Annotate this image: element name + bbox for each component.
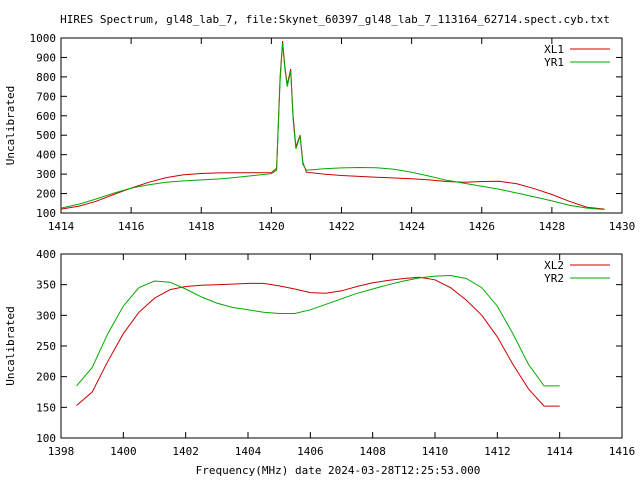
x-tick-label: 1400 bbox=[110, 445, 137, 458]
y-tick-label: 200 bbox=[36, 371, 56, 384]
x-tick-label: 1424 bbox=[398, 220, 425, 233]
y-tick-label: 250 bbox=[36, 340, 56, 353]
y-axis-label: Uncalibrated bbox=[4, 86, 17, 165]
y-tick-label: 350 bbox=[36, 279, 56, 292]
legend-label-xl2: XL2 bbox=[544, 259, 564, 272]
x-tick-label: 1430 bbox=[609, 220, 636, 233]
x-tick-label: 1398 bbox=[48, 445, 75, 458]
x-tick-label: 1426 bbox=[469, 220, 496, 233]
y-axis-label: Uncalibrated bbox=[4, 306, 17, 385]
legend-label-yr2: YR2 bbox=[544, 272, 564, 285]
y-tick-label: 800 bbox=[36, 71, 56, 84]
x-tick-label: 1402 bbox=[172, 445, 199, 458]
legend-label-xl1: XL1 bbox=[544, 43, 564, 56]
y-tick-label: 1000 bbox=[30, 32, 57, 45]
x-tick-label: 1406 bbox=[297, 445, 324, 458]
y-tick-label: 300 bbox=[36, 168, 56, 181]
y-tick-label: 100 bbox=[36, 207, 56, 220]
x-tick-label: 1416 bbox=[118, 220, 145, 233]
x-tick-label: 1412 bbox=[484, 445, 511, 458]
y-tick-label: 200 bbox=[36, 188, 56, 201]
x-tick-label: 1414 bbox=[48, 220, 75, 233]
plot-frame bbox=[60, 37, 623, 214]
x-tick-label: 1416 bbox=[609, 445, 636, 458]
x-tick-label: 1428 bbox=[539, 220, 566, 233]
x-tick-label: 1414 bbox=[546, 445, 573, 458]
y-tick-label: 700 bbox=[36, 90, 56, 103]
y-tick-label: 600 bbox=[36, 110, 56, 123]
y-tick-label: 900 bbox=[36, 51, 56, 64]
plot-top: 1414 1416 1418 1420 1422 1424 1426 1428 1430 100 2… bbox=[4, 32, 635, 233]
x-tick-label: 1418 bbox=[188, 220, 215, 233]
series-line-xl2 bbox=[76, 276, 560, 407]
y-tick-label: 400 bbox=[36, 248, 56, 261]
y-tick-label: 500 bbox=[36, 129, 56, 142]
plot-frame bbox=[60, 253, 623, 439]
series-line-xl1 bbox=[60, 40, 605, 210]
series-line-yr1 bbox=[60, 42, 605, 210]
x-tick-label: 1404 bbox=[235, 445, 262, 458]
y-tick-label: 300 bbox=[36, 309, 56, 322]
x-tick-label: 1422 bbox=[328, 220, 355, 233]
x-tick-label: 1408 bbox=[359, 445, 386, 458]
x-tick-label: 1410 bbox=[422, 445, 449, 458]
y-tick-label: 400 bbox=[36, 149, 56, 162]
x-tick-label: 1420 bbox=[258, 220, 285, 233]
series-line-yr2 bbox=[76, 274, 560, 387]
figure-title: HIRES Spectrum, gl48_lab_7, file:Skynet_… bbox=[60, 13, 610, 26]
y-tick-label: 150 bbox=[36, 401, 56, 414]
plot-bottom: 1398 1400 1402 1404 1406 1408 1410 1412 1414 1416… bbox=[4, 248, 635, 458]
legend-label-yr1: YR1 bbox=[544, 56, 564, 69]
y-tick-label: 100 bbox=[36, 432, 56, 445]
x-axis-label: Frequency(MHz) date 2024-03-28T12:25:53.… bbox=[196, 464, 481, 477]
